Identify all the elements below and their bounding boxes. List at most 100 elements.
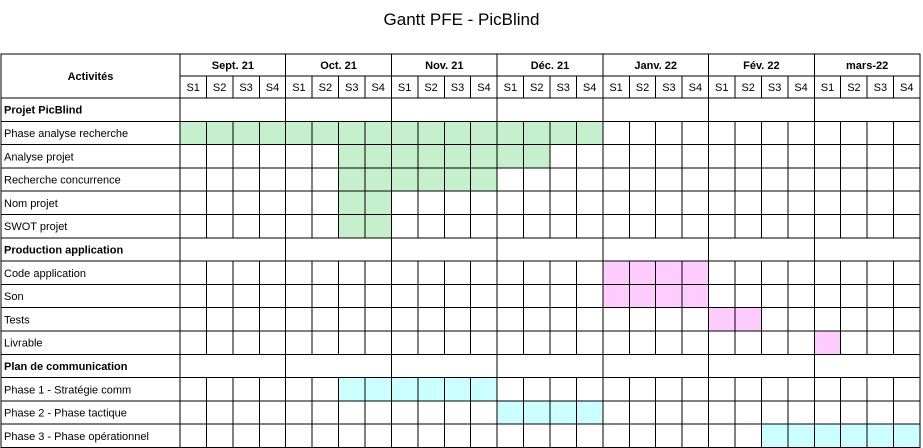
gantt-bar-cell: [497, 144, 524, 168]
week-label: S3: [345, 82, 358, 94]
gantt-bar-cell: [761, 424, 788, 448]
activity-label: SWOT projet: [4, 221, 67, 233]
activity-label: Analyse projet: [4, 151, 74, 163]
gantt-bar-cell: [338, 214, 365, 238]
gantt-bar-cell: [840, 424, 868, 448]
gantt-bar-cell: [576, 121, 603, 145]
week-label: S3: [662, 82, 675, 94]
week-label: S1: [186, 82, 199, 94]
week-label: S3: [239, 82, 252, 94]
gantt-bar-cell: [814, 331, 841, 355]
activity-label: Code application: [4, 268, 86, 280]
gantt-bar-cell: [682, 261, 709, 285]
gantt-bar-cell: [787, 424, 815, 448]
week-label: S2: [424, 82, 437, 94]
gantt-bar-cell: [444, 167, 471, 192]
gantt-bar-cell: [365, 167, 392, 192]
gantt-bar-cell: [655, 261, 683, 285]
month-label: Fév. 22: [743, 60, 780, 72]
week-label: S2: [319, 82, 332, 94]
gantt-bar-cell: [232, 121, 260, 145]
activity-label: Phase analyse recherche: [4, 128, 128, 140]
gantt-bar-cell: [470, 167, 498, 192]
gantt-bar-cell: [391, 144, 418, 168]
gantt-bar-cell: [365, 377, 392, 401]
week-label: S4: [689, 82, 702, 94]
week-label: S1: [292, 82, 305, 94]
gantt-bar-cell: [365, 214, 392, 238]
gantt-bar-cell: [285, 121, 313, 145]
gantt-bar-cell: [470, 377, 498, 401]
gantt-bar-cell: [550, 400, 577, 425]
gantt-bar-cell: [391, 121, 418, 145]
gantt-bar-cell: [338, 377, 365, 401]
activity-label: Tests: [4, 314, 30, 326]
gantt-bar-cell: [180, 121, 207, 145]
week-label: S4: [266, 82, 279, 94]
gantt-bar-cell: [365, 144, 392, 168]
week-label: S1: [715, 82, 728, 94]
gantt-bar-cell: [444, 121, 471, 145]
week-label: S1: [821, 82, 834, 94]
gantt-bar-cell: [629, 284, 656, 308]
week-label: S4: [900, 82, 913, 94]
gantt-bar-cell: [629, 261, 656, 285]
gantt-bar-cell: [417, 377, 445, 401]
activity-label: Nom projet: [4, 198, 58, 210]
activity-label: Phase 2 - Phase tactique: [4, 408, 127, 420]
gantt-bar-cell: [602, 284, 630, 308]
activity-label: Phase 3 - Phase opérationnel: [4, 431, 149, 443]
gantt-bar-cell: [417, 121, 445, 145]
gantt-bar-cell: [365, 191, 392, 215]
activity-label: Phase 1 - Stratégie comm: [4, 384, 131, 396]
gantt-bar-cell: [338, 121, 365, 145]
gantt-bar-cell: [523, 144, 550, 168]
gantt-bar-cell: [523, 121, 550, 145]
gantt-bar-cell: [497, 400, 524, 425]
activity-label: Livrable: [4, 338, 43, 350]
gantt-bar-cell: [814, 424, 841, 448]
gantt-bar-cell: [602, 261, 630, 285]
section-label: Production application: [4, 244, 123, 256]
gantt-bar-cell: [735, 307, 762, 331]
gantt-bar-cell: [550, 121, 577, 145]
gantt-bar-cell: [391, 167, 418, 192]
gantt-bar-cell: [365, 121, 392, 145]
week-label: S2: [213, 82, 226, 94]
month-label: Nov. 21: [425, 60, 463, 72]
gantt-bar-cell: [470, 144, 498, 168]
gantt-bar-cell: [206, 121, 233, 145]
activity-label: Son: [4, 291, 24, 303]
activity-label: Recherche concurrence: [4, 175, 121, 187]
section-label: Projet PicBlind: [4, 105, 82, 117]
gantt-bar-cell: [312, 121, 339, 145]
activities-header: Activités: [68, 71, 114, 83]
gantt-bar-cell: [338, 144, 365, 168]
chart-title: Gantt PFE - PicBlind: [383, 10, 540, 29]
gantt-bar-cell: [417, 144, 445, 168]
gantt-bar-cell: [259, 121, 286, 145]
week-label: S4: [371, 82, 384, 94]
gantt-bar-cell: [497, 121, 524, 145]
gantt-bar-cell: [444, 377, 471, 401]
week-label: S3: [556, 82, 569, 94]
gantt-bar-cell: [708, 307, 735, 331]
month-label: Sept. 21: [212, 60, 254, 72]
gantt-bar-cell: [576, 400, 603, 425]
week-label: S2: [741, 82, 754, 94]
month-label: Déc. 21: [531, 60, 570, 72]
gantt-bar-cell: [682, 284, 709, 308]
week-label: S3: [874, 82, 887, 94]
week-label: S1: [504, 82, 517, 94]
week-label: S2: [636, 82, 649, 94]
month-label: Oct. 21: [320, 60, 357, 72]
month-label: mars-22: [846, 60, 888, 72]
gantt-bar-cell: [523, 400, 550, 425]
gantt-bar-cell: [444, 144, 471, 168]
section-label: Plan de communication: [4, 361, 128, 373]
week-label: S3: [768, 82, 781, 94]
gantt-bar-cell: [338, 167, 365, 192]
week-label: S3: [451, 82, 464, 94]
gantt-bar-cell: [893, 424, 920, 448]
